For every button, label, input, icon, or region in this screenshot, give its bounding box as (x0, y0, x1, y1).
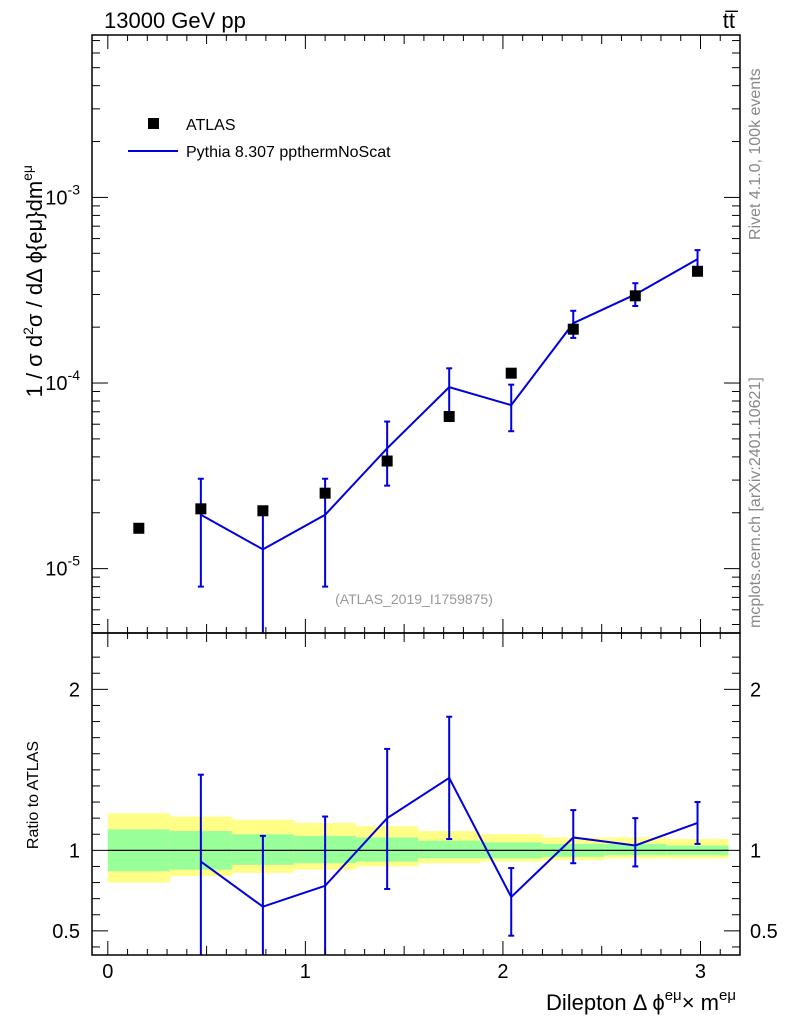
ratio-y-tick-label-right: 1 (750, 840, 761, 862)
atlas-data-point (257, 505, 269, 517)
ratio-y-tick-label-right: 2 (750, 679, 761, 701)
x-tick-label: 2 (497, 961, 508, 983)
main-panel-content (133, 249, 704, 633)
ratio-y-tick-label-left: 0.5 (52, 921, 80, 943)
atlas-data-point (381, 455, 393, 467)
rivet-label: Rivet 4.1.0, 100k events (747, 68, 764, 240)
ratio-panel-frame (91, 632, 741, 956)
x-axis-title: Dilepton Δ ϕeμ× meμ (546, 987, 736, 1015)
x-tick-label: 0 (102, 961, 113, 983)
atlas-data-point (133, 522, 145, 534)
atlas-data-point (443, 411, 455, 423)
ratio-y-tick-label-left: 2 (69, 679, 80, 701)
analysis-tag: (ATLAS_2019_I1759875) (335, 591, 493, 607)
atlas-data-point (195, 503, 207, 515)
ratio-y-tick-label-right: 0.5 (750, 921, 778, 943)
legend-data-marker (148, 118, 159, 129)
svg-text:1 / σ d2σ / dΔ ϕ{eμ}dmeμ: 1 / σ d2σ / dΔ ϕ{eμ}dmeμ (19, 165, 47, 397)
ratio-y-axis-title: Ratio to ATLAS (25, 741, 42, 849)
legend-mc-label: Pythia 8.307 ppthermNoScat (186, 144, 391, 161)
atlas-data-point (567, 323, 579, 335)
main-y-tick-label: 10-4 (45, 367, 80, 395)
main-y-label-prefix: 1 / σ d (22, 335, 47, 398)
atlas-data-point (629, 290, 641, 302)
main-y-tick-label: 10-3 (45, 181, 80, 209)
ratio-y-tick-label-left: 1 (69, 840, 80, 862)
x-tick-label: 3 (695, 961, 706, 983)
energy-label: 13000 GeV pp (104, 8, 246, 33)
atlas-data-point (692, 265, 704, 277)
x-tick-label: 1 (300, 961, 311, 983)
main-y-tick-label: 10-5 (45, 553, 80, 581)
legend: ATLAS Pythia 8.307 ppthermNoScat (128, 117, 391, 161)
atlas-data-point (319, 487, 331, 499)
main-y-axis-title: 1 / σ d2σ / dΔ ϕ{eμ}dmeμ (19, 165, 47, 397)
axes: 0 1 2 3 10-5 10-4 10-3 0.5 0.5 1 1 2 2 (45, 34, 778, 983)
inner-band-bin (418, 840, 481, 859)
process-label: tt̅ (723, 8, 739, 33)
ratio-panel-content (197, 715, 701, 955)
mcplots-label: mcplots.cern.ch [arXiv:2401.10621] (747, 377, 764, 628)
legend-data-label: ATLAS (186, 117, 236, 134)
atlas-data-point (505, 367, 517, 379)
